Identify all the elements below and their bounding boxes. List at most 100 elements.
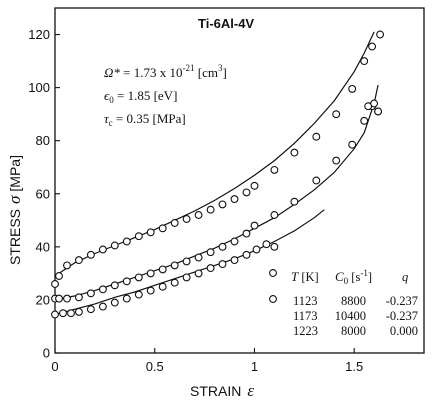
data-point-1223 xyxy=(86,305,95,314)
data-point-1173 xyxy=(242,229,251,238)
data-point-1123 xyxy=(360,57,369,66)
data-point-1223 xyxy=(134,290,143,299)
chart-title: Ti-6Al-4V xyxy=(198,16,254,31)
data-point-1173 xyxy=(122,277,131,286)
y-axis-label: STRESSσ[MPa] xyxy=(5,155,24,265)
data-point-1223 xyxy=(194,269,203,278)
y-tick-label: 80 xyxy=(36,133,50,148)
data-point-1123 xyxy=(51,280,59,288)
data-point-1173 xyxy=(290,197,299,206)
data-point-1173 xyxy=(270,211,279,219)
x-axis-label: STRAIN ε xyxy=(190,381,254,400)
data-point-1173 xyxy=(158,265,167,274)
data-point-1123 xyxy=(182,215,191,223)
data-point-1173 xyxy=(146,269,155,278)
table-header-c0: C0 [s-1] xyxy=(335,268,372,286)
table-marker xyxy=(269,295,277,303)
data-point-1223 xyxy=(51,310,59,319)
data-point-1173 xyxy=(110,281,119,290)
data-point-1223 xyxy=(170,278,179,287)
annotation-omega: Ω* = 1.73 x 10-21 [cm3] xyxy=(104,63,227,80)
data-point-1223 xyxy=(270,242,279,251)
data-point-1223 xyxy=(218,260,227,269)
annotation-eps0: ϵ0 = 1.85 [eV] xyxy=(104,88,177,105)
data-point-1123 xyxy=(242,188,251,197)
plot-border xyxy=(54,7,425,354)
annotation-tauc: τc = 0.35 [MPa] xyxy=(104,111,186,128)
data-point-1123 xyxy=(74,256,83,265)
data-point-1123 xyxy=(376,30,385,39)
data-point-1123 xyxy=(86,250,95,259)
data-point-1123 xyxy=(110,241,119,250)
data-point-1173 xyxy=(250,221,259,230)
data-point-1123 xyxy=(368,42,377,51)
table-row-q: -0.237 xyxy=(386,294,418,308)
data-point-1173 xyxy=(348,140,357,149)
x-tick-label: 0.5 xyxy=(146,359,164,374)
data-point-1173 xyxy=(182,257,191,266)
data-point-1223 xyxy=(262,240,271,249)
data-point-1173 xyxy=(98,285,107,294)
data-point-1223 xyxy=(67,309,75,318)
data-point-1123 xyxy=(194,211,203,219)
data-point-1223 xyxy=(158,282,167,291)
data-point-1123 xyxy=(55,272,63,280)
data-point-1123 xyxy=(63,261,71,270)
x-tick-label: 0 xyxy=(51,359,58,374)
data-point-1123 xyxy=(218,200,227,209)
data-point-1173 xyxy=(55,294,63,303)
data-point-1173 xyxy=(230,237,239,246)
table-row-c0: 8000 xyxy=(341,324,366,338)
table-row-t: 1173 xyxy=(293,309,318,323)
data-point-1123 xyxy=(348,84,357,93)
data-point-1123 xyxy=(206,205,215,214)
axis-ticks: 0 0.5 1 1.5 0 20 40 60 80 100 120 xyxy=(28,27,363,374)
data-point-1173 xyxy=(206,248,215,257)
y-tick-label: 40 xyxy=(36,239,50,254)
y-tick-label: 0 xyxy=(43,346,50,361)
data-point-1223 xyxy=(59,309,67,318)
data-point-1173 xyxy=(74,293,83,302)
data-point-1123 xyxy=(230,195,239,204)
y-tick-label: 100 xyxy=(28,80,50,95)
data-point-1223 xyxy=(182,273,191,282)
x-tick-label: 1 xyxy=(251,359,258,374)
data-point-1173 xyxy=(134,273,143,282)
table-row-t: 1123 xyxy=(293,294,318,308)
data-point-1223 xyxy=(122,294,131,303)
data-point-1173 xyxy=(86,289,95,298)
data-point-1223 xyxy=(74,307,83,316)
table-header-q: q xyxy=(402,270,408,284)
data-point-1123 xyxy=(122,237,131,246)
data-point-1123 xyxy=(270,165,279,174)
y-tick-label: 20 xyxy=(36,292,50,307)
data-point-1173 xyxy=(332,156,341,165)
table-header-t: T [K] xyxy=(291,269,319,284)
data-point-1123 xyxy=(158,224,167,233)
parameter-table: T [K] C0 [s-1] q 1123 8800 -0.237 1173 1… xyxy=(269,268,418,338)
data-point-1173 xyxy=(194,253,203,262)
y-tick-label: 60 xyxy=(36,186,50,201)
data-point-1173 xyxy=(360,116,369,125)
data-point-1223 xyxy=(146,286,155,295)
data-point-1173 xyxy=(170,261,179,270)
data-point-1123 xyxy=(332,110,341,119)
plot-frame xyxy=(54,7,425,354)
table-row-c0: 10400 xyxy=(335,309,366,323)
table-marker xyxy=(269,269,277,277)
data-point-1123 xyxy=(290,148,299,157)
table-row-q: -0.237 xyxy=(386,309,418,323)
data-point-1123 xyxy=(170,219,179,227)
data-point-1223 xyxy=(206,264,215,273)
data-point-1223 xyxy=(230,256,239,265)
data-point-1123 xyxy=(146,228,155,237)
data-point-1173 xyxy=(218,242,227,251)
data-point-1123 xyxy=(250,181,259,190)
model-curve-1223 xyxy=(54,209,325,316)
data-point-1123 xyxy=(134,232,143,241)
data-point-1173 xyxy=(312,176,321,185)
data-point-1123 xyxy=(98,245,107,254)
data-point-1173 xyxy=(63,294,71,303)
data-point-1123 xyxy=(374,107,383,116)
